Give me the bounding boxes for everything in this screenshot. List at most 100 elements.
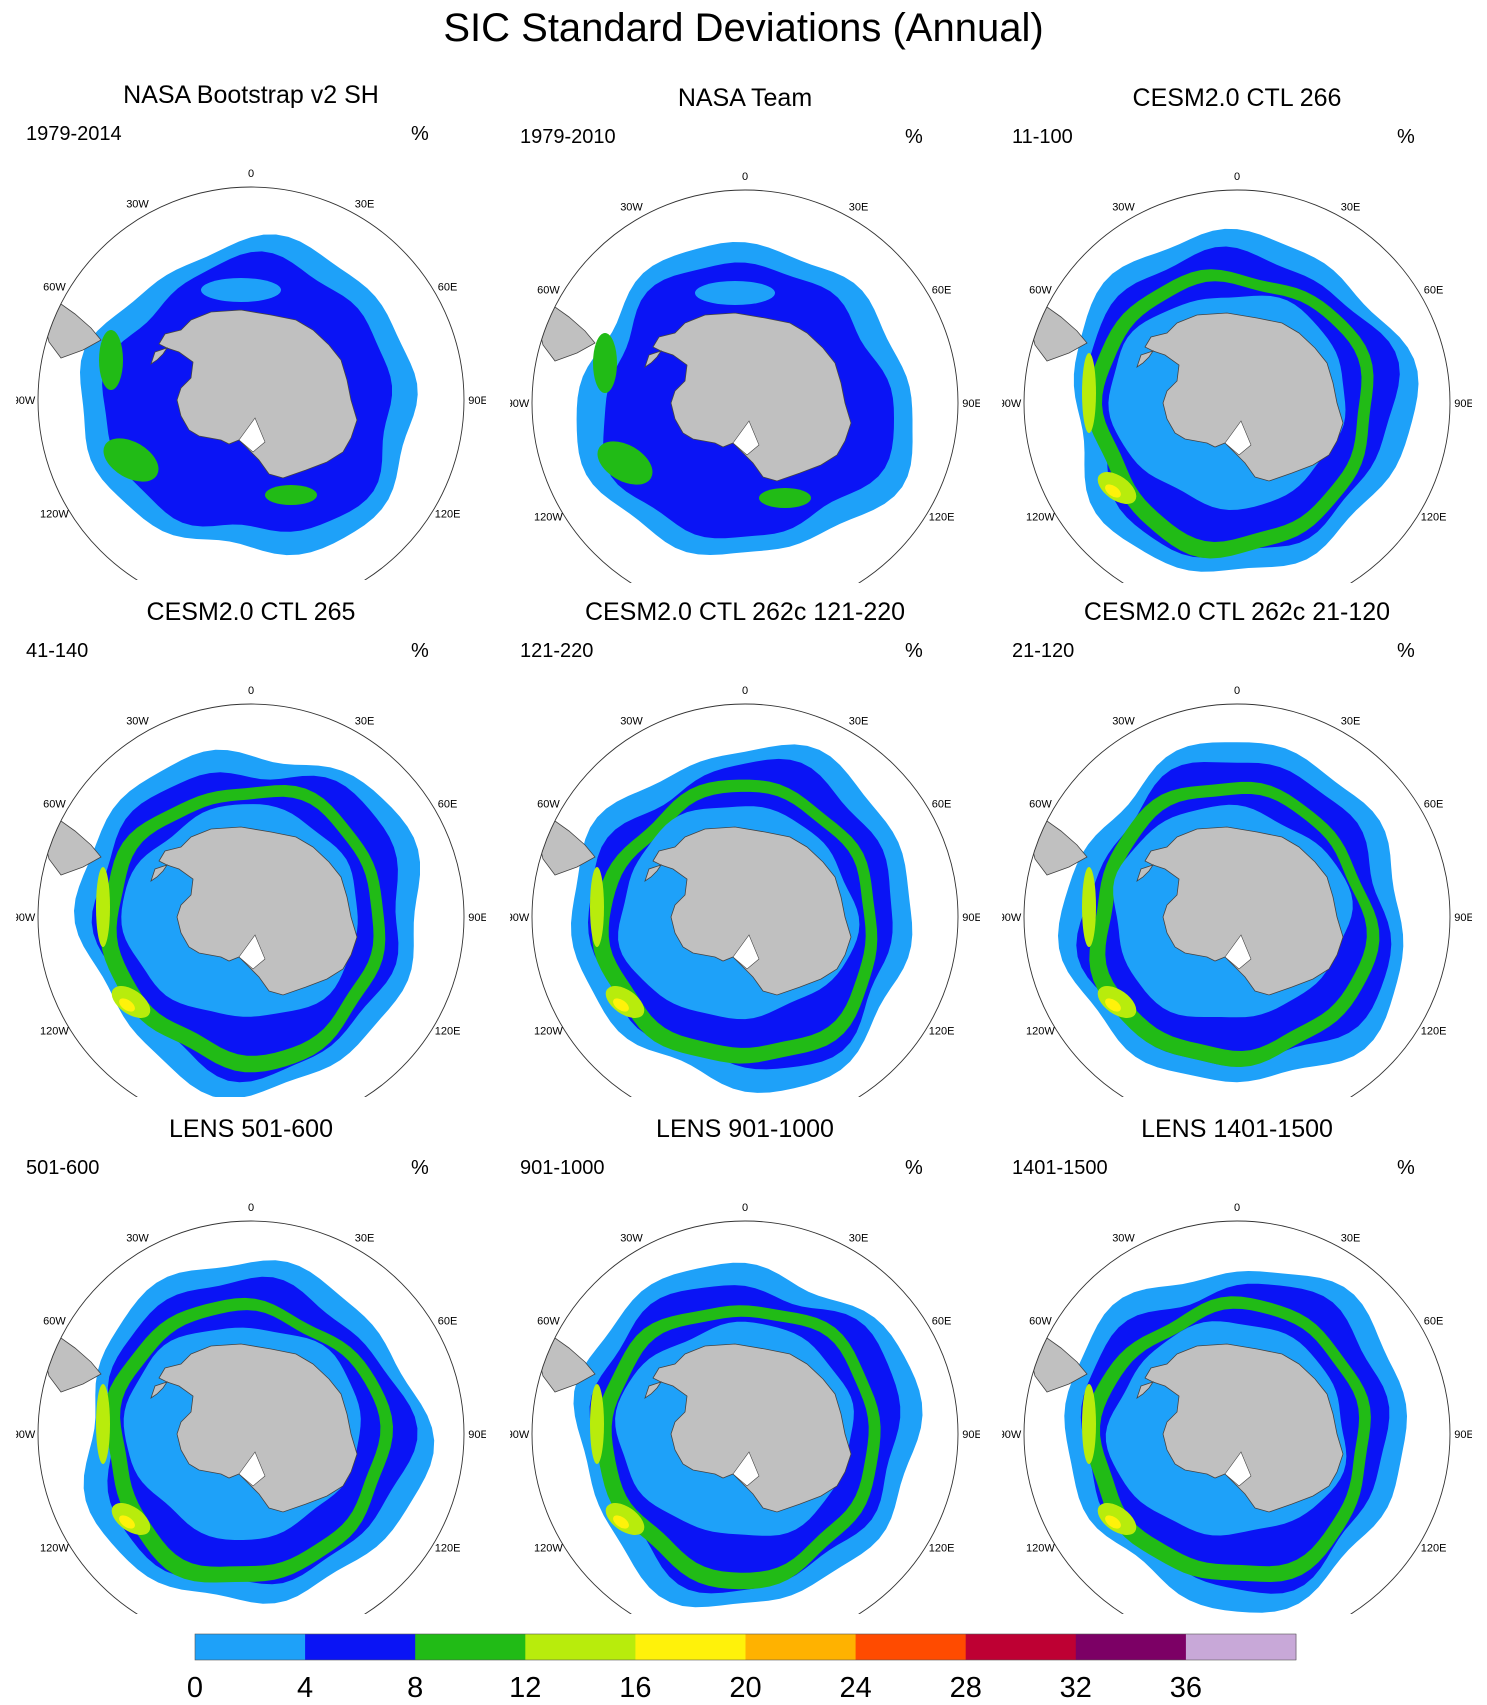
panel-period: 1401-1500 [1012,1157,1108,1179]
antarctic-peninsula [1136,864,1154,882]
panel-title: CESM2.0 CTL 266 [1132,84,1342,112]
antarctica-landmass [1144,826,1344,996]
colorbar-tick-label: 24 [839,1672,871,1704]
panel-period: 11-100 [1012,126,1073,148]
longitude-label: 30E [1341,201,1361,213]
colorbar-segment [305,1634,416,1660]
map-boundary [1023,703,1451,1097]
sd-band-12-16-west [590,1384,604,1464]
polar-map: 030E60E90E120E150E180150W120W90W60W30W [510,1202,980,1614]
longitude-label: 120W [40,1543,69,1555]
panel-title: NASA Bootstrap v2 SH [123,81,379,109]
longitude-label: 30E [849,1232,869,1244]
longitude-label: 90E [1454,912,1472,924]
sd-band-0-4-north [201,278,281,302]
longitude-label: 120E [1421,1543,1447,1555]
longitude-label: 0 [1234,1202,1240,1214]
longitude-label: 120W [1026,1543,1055,1555]
longitude-label: 30W [1112,201,1135,213]
polar-map: 030E60E90E120E150E180150W120W90W60W30W [16,1202,486,1614]
longitude-label: 60E [1424,285,1444,297]
longitude-label: 90W [16,395,36,407]
colorbar-frame [194,1633,1297,1661]
polar-map: 030E60E90E120E150E180150W120W90W60W30W [16,685,486,1097]
panel-unit: % [411,1157,429,1179]
antarctica-landmass [158,1343,358,1513]
longitude-label: 90E [1454,1429,1472,1441]
map-panel: CESM2.0 CTL 262c 21-120 21-120% 0 30E 60E 90E… [1002,597,1472,1097]
south-america-landmass [42,303,102,359]
colorbar-segment [1075,1634,1187,1660]
colorbar-tick-label: 8 [407,1672,423,1704]
map-boundary [1023,189,1451,583]
sd-band-16-20 [1105,998,1121,1012]
longitude-label: 90E [1454,398,1472,410]
polar-map: 030E60E90E120E150E180150W120W90W60W30W [16,168,486,580]
sd-band-8-12-south [759,488,811,508]
longitude-label: 30E [849,715,869,727]
ross-ice-shelf [1224,1451,1252,1487]
south-america-landmass [42,820,102,876]
antarctica-landmass [1144,312,1344,482]
ross-ice-shelf [1224,934,1252,970]
ross-ice-shelf [238,417,266,453]
antarctic-peninsula [150,1381,168,1399]
longitude-label: 120E [929,1026,955,1038]
polar-map: 030E60E90E120E150E180150W120W90W60W30W [1002,685,1472,1097]
longitude-label: 120E [435,509,461,521]
map-boundary [531,189,959,583]
longitude-label: 30W [126,715,149,727]
ross-ice-shelf [732,420,760,456]
south-america-landmass [1028,820,1088,876]
ross-ice-shelf [238,1451,266,1487]
longitude-label: 0 [742,171,748,183]
longitude-label: 60E [438,1316,458,1328]
colorbar-segment [195,1634,306,1660]
colorbar-tick-label: 28 [950,1672,982,1704]
panel-unit: % [905,126,923,148]
sd-band-8-12-west [99,330,123,390]
antarctic-peninsula [150,864,168,882]
longitude-label: 90W [16,1429,36,1441]
antarctica-landmass [158,309,358,479]
south-america-landmass [1028,306,1088,362]
longitude-label: 90E [962,1429,980,1441]
panel-unit: % [411,640,429,662]
map-boundary [1023,1220,1451,1614]
panel-period: 1979-2014 [26,123,122,145]
sd-band-0-4-north [695,281,775,305]
panel-title: NASA Team [677,84,813,112]
longitude-label: 30W [620,201,643,213]
sd-band-8-12-south [265,485,317,505]
longitude-label: 60E [438,799,458,811]
longitude-label: 120W [1026,1026,1055,1038]
map-panel: LENS 901-1000901-1000%030E60E90E120E150E… [510,1114,980,1614]
panel-title: LENS 901-1000 [656,1115,834,1143]
longitude-label: 30W [126,1232,149,1244]
longitude-label: 30W [620,1232,643,1244]
sd-band-8-12-west [593,333,617,393]
longitude-label: 60W [1029,1316,1052,1328]
longitude-label: 90W [510,912,530,924]
panel-unit: % [905,1157,923,1179]
polar-map: 030E60E90E120E150E180150W120W90W60W30W [510,171,980,583]
longitude-label: 60W [537,1316,560,1328]
longitude-label: 90E [468,912,486,924]
south-america-landmass [536,306,596,362]
antarctic-peninsula [644,864,662,882]
panel-period: 901-1000 [520,1157,605,1179]
longitude-label: 90W [510,1429,530,1441]
longitude-label: 120E [929,512,955,524]
longitude-label: 30W [620,715,643,727]
sd-band-16-20 [1105,484,1121,498]
colorbar-tick-label: 36 [1170,1672,1202,1704]
antarctica-landmass [652,826,852,996]
map-panel: LENS 1401-15001401-1500%030E60E90E120E15… [1002,1114,1472,1614]
longitude-label: 60E [932,1316,952,1328]
colorbar-segment [635,1634,746,1660]
longitude-label: 90E [962,912,980,924]
panel-unit: % [1397,640,1415,662]
colorbar-segment [1185,1634,1297,1660]
longitude-label: 30W [126,198,149,210]
map-panel: NASA Bootstrap v2 SH 1979-2014% 0 30E 60E 90E… [16,80,486,580]
